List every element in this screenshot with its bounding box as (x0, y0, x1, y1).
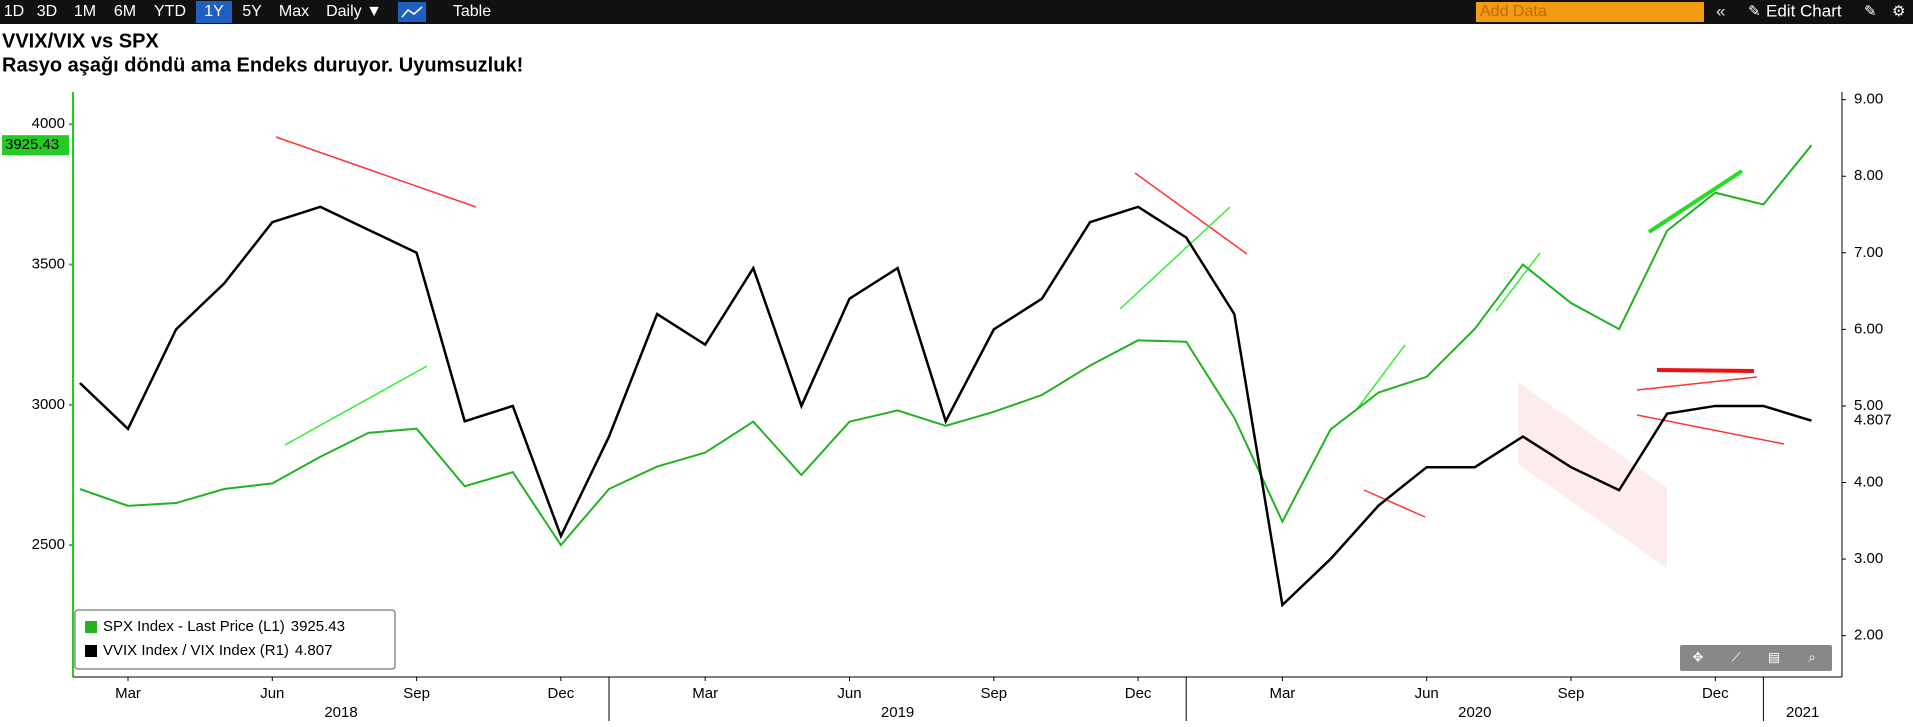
legend-value: 3925.43 (291, 618, 345, 635)
toolbar-button[interactable]: Daily ▼ (326, 3, 382, 20)
zoom-tools: ✥ ⟋ ▤ ⌕ (1680, 645, 1832, 671)
toolbar-button[interactable]: 3D (37, 3, 57, 20)
trend-line (1636, 376, 1758, 391)
series-line (79, 205, 1812, 608)
trend-arrow (1356, 344, 1406, 410)
series-line (79, 144, 1813, 547)
legend-name: SPX Index - Last Price (L1) (103, 618, 285, 635)
table-button[interactable]: Table (453, 3, 491, 20)
settings-icon[interactable]: ⚙ (1892, 3, 1905, 20)
x-tick-label: Jun (837, 685, 861, 702)
toolbar-button[interactable]: 6M (114, 3, 136, 20)
toolbar-button[interactable]: 1M (74, 3, 96, 20)
table-tool[interactable]: ▤ (1768, 649, 1780, 664)
trend-arrow (1656, 368, 1755, 373)
x-tick-label: Mar (692, 685, 718, 702)
legend-swatch (85, 645, 97, 657)
trend-arrow (284, 365, 428, 446)
y2-tick-label: 9.00 (1854, 91, 1883, 108)
year-label: 2019 (881, 704, 914, 721)
toolbar-button[interactable]: 5Y (242, 3, 262, 20)
x-tick-label: Sep (980, 685, 1007, 702)
edit-chart[interactable]: Edit Chart (1766, 1, 1842, 20)
last-value-bg (2, 135, 69, 156)
y2-tick-label: 2.00 (1854, 627, 1883, 644)
last-value-tag: 4.807 (1854, 412, 1892, 429)
y2-tick-label: 8.00 (1854, 167, 1883, 184)
channel (1518, 382, 1667, 568)
add-data-box[interactable] (1476, 2, 1704, 22)
legend-entry: VVIX Index / VIX Index (R1) 4.807 (103, 642, 332, 659)
y2-tick-label: 5.00 (1854, 397, 1883, 414)
legend-swatch (85, 621, 97, 633)
trend-line (1636, 414, 1785, 445)
y2-tick-label: 4.00 (1854, 473, 1883, 490)
x-tick-label: Sep (1558, 685, 1585, 702)
trend-arrow (1495, 252, 1541, 312)
trend-arrow (1119, 206, 1231, 310)
toolbar-button[interactable]: 1D (4, 3, 24, 20)
legend-name: VVIX Index / VIX Index (R1) (103, 642, 289, 659)
legend-box (74, 609, 396, 670)
collapse-icon[interactable]: « (1716, 1, 1725, 20)
chart-subtitle: Rasyo aşağı döndü ama Endeks duruyor. Uy… (2, 54, 523, 76)
annotations (275, 136, 1785, 568)
x-tick-label: Mar (1269, 685, 1295, 702)
tool-bar[interactable] (1680, 645, 1832, 671)
x-tick-label: Mar (115, 685, 141, 702)
edit-icon[interactable]: ✎ (1864, 3, 1877, 20)
x-tick-label: Jun (1415, 685, 1439, 702)
legend-value: 4.807 (295, 642, 333, 659)
pencil-icon[interactable]: ✎ (1748, 3, 1761, 20)
chart-title: VVIX/VIX vs SPX (2, 30, 159, 52)
toolbar-button[interactable]: 1Y (204, 3, 224, 20)
y2-tick-label: 3.00 (1854, 550, 1883, 567)
pan-tool[interactable]: ✥ (1693, 649, 1704, 664)
toolbar-button[interactable]: Max (279, 3, 309, 20)
add-data[interactable]: Add Data (1480, 3, 1547, 20)
plot: 2500 3000 3500 4000 2.00 3.00 4.00 5.00 6.00 7.00… (2, 91, 1892, 721)
toolbar-buttons: 1D 3D 1M 6M YTD 1Y 5Y Max Daily ▼ Table (4, 1, 491, 23)
trend-arrow (1647, 169, 1744, 234)
year-label: 2018 (324, 704, 357, 721)
last-value-tag: 3925.43 (5, 136, 59, 153)
x-tick-label: Dec (1702, 685, 1729, 702)
zoom-tool[interactable]: ⌕ (1808, 649, 1815, 664)
x-tick-label: Dec (1125, 685, 1152, 702)
trend-arrow (1363, 489, 1426, 518)
y-tick-label: 2500 (32, 536, 65, 553)
year-label: 2021 (1786, 704, 1819, 721)
button-bg[interactable] (196, 1, 232, 23)
x-tick-label: Dec (548, 685, 575, 702)
legend-entry: SPX Index - Last Price (L1) 3925.43 (103, 618, 345, 635)
toolbar-button[interactable]: YTD (154, 3, 186, 20)
trend-line (275, 136, 477, 208)
y2-tick-label: 7.00 (1854, 244, 1883, 261)
x-tick-label: Sep (403, 685, 430, 702)
y2-tick-label: 6.00 (1854, 320, 1883, 337)
chart-icon-line (401, 6, 423, 18)
trend-arrow (1134, 172, 1248, 255)
x-tick-label: Jun (260, 685, 284, 702)
year-label: 2020 (1458, 704, 1491, 721)
y-tick-label: 4000 (32, 115, 65, 132)
draw-tool[interactable]: ⟋ (1731, 649, 1741, 664)
y-tick-label: 3000 (32, 396, 65, 413)
y-tick-label: 3500 (32, 256, 65, 273)
